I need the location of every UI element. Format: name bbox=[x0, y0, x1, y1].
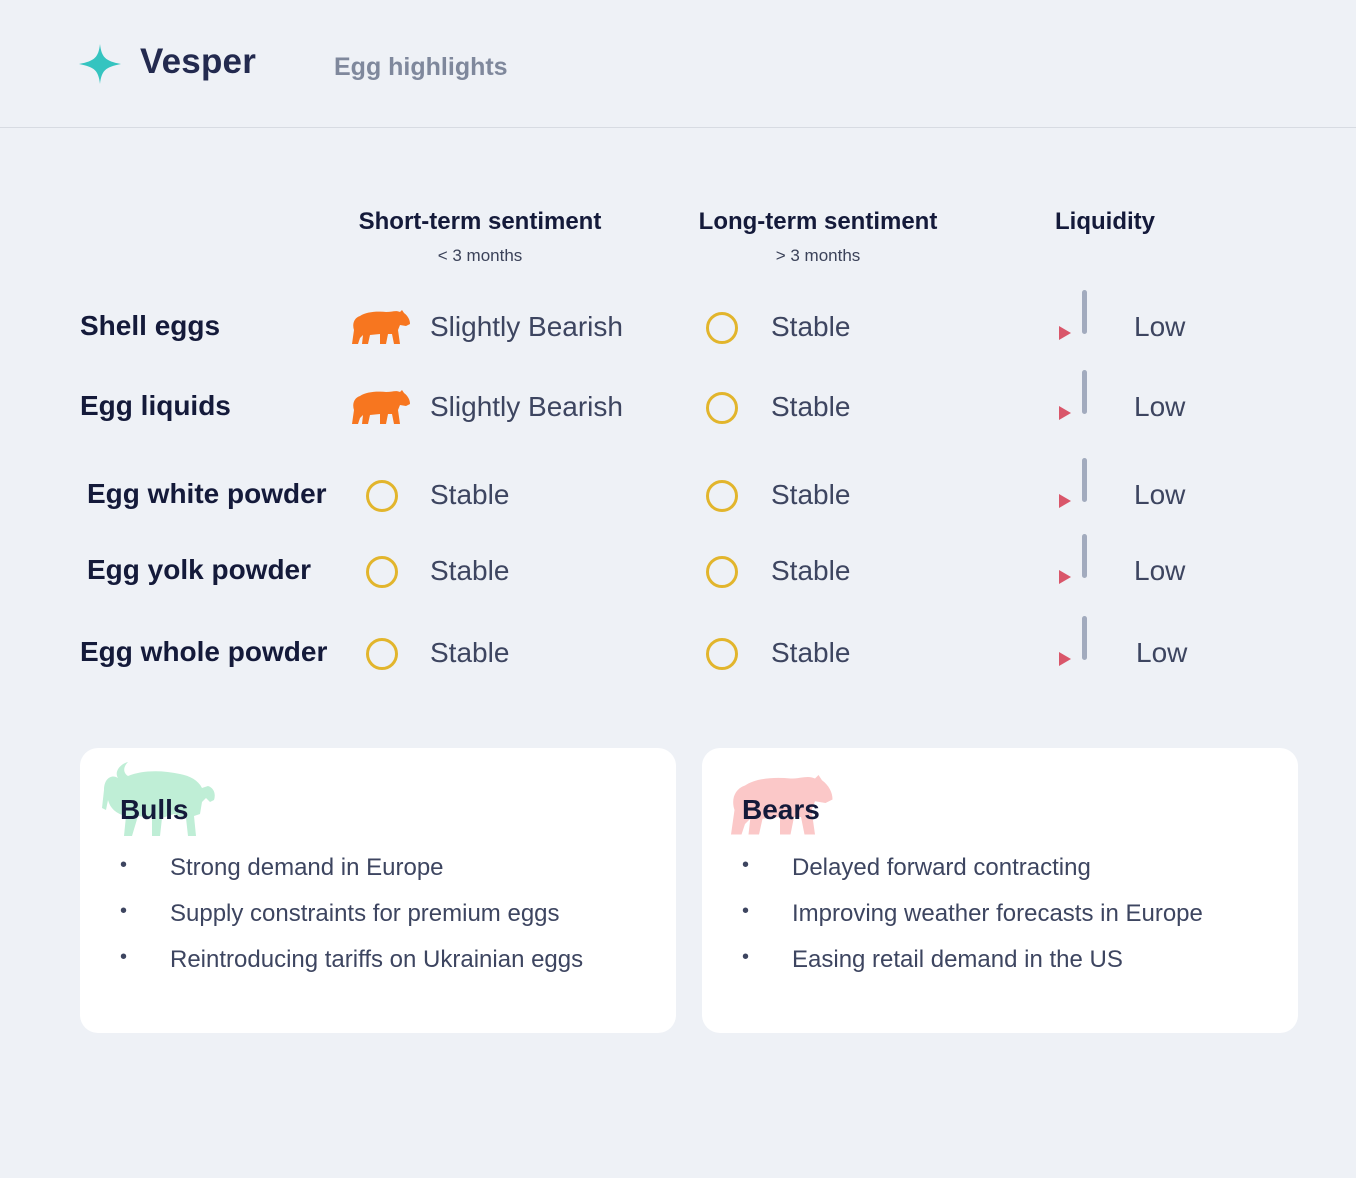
sparkle-star-icon bbox=[79, 44, 121, 84]
column-subtitle: < 3 months bbox=[437, 246, 523, 265]
bear-icon bbox=[731, 775, 833, 835]
list-item: • Delayed forward contracting bbox=[742, 854, 1091, 881]
circle-icon bbox=[706, 638, 738, 670]
long-term-value: Stable bbox=[771, 391, 851, 422]
bear-icon bbox=[348, 388, 412, 429]
list-item-text: Improving weather forecasts in Europe bbox=[792, 900, 1203, 927]
long-term-value: Stable bbox=[771, 311, 851, 342]
bulls-title: Bulls bbox=[120, 794, 189, 825]
row-label: Egg white powder bbox=[87, 478, 327, 509]
low-liquidity-icon bbox=[1056, 290, 1092, 357]
column-title: Liquidity bbox=[1055, 208, 1155, 235]
short-term-value: Stable bbox=[430, 637, 510, 668]
bulls-list: • Strong demand in Europe • Supply constra… bbox=[120, 854, 660, 992]
table-row: Egg yolk powder Stable Stable Low bbox=[0, 534, 1356, 596]
list-item-text: Supply constraints for premium eggs bbox=[170, 900, 560, 927]
bear-icon bbox=[348, 308, 412, 349]
column-header-long-term: Long-term sentiment > 3 months bbox=[680, 208, 956, 266]
column-header-short-term: Short-term sentiment < 3 months bbox=[340, 208, 620, 266]
liquidity-value: Low bbox=[1134, 479, 1186, 510]
column-subtitle: > 3 months bbox=[775, 246, 861, 265]
liquidity-value: Low bbox=[1134, 555, 1186, 586]
low-liquidity-icon bbox=[1056, 458, 1092, 525]
circle-icon bbox=[706, 392, 738, 424]
short-term-value: Stable bbox=[430, 479, 510, 510]
row-label: Egg whole powder bbox=[80, 636, 328, 667]
circle-icon bbox=[366, 480, 398, 512]
table-row: Egg whole powder Stable Stable Low bbox=[0, 616, 1356, 678]
brand-name[interactable]: Vesper bbox=[140, 42, 257, 81]
list-item: • Reintroducing tariffs on Ukrainian eggs bbox=[120, 946, 584, 973]
row-label: Egg yolk powder bbox=[87, 554, 312, 585]
circle-icon bbox=[706, 480, 738, 512]
bears-list: • Delayed forward contracting • Improving … bbox=[742, 854, 1282, 992]
circle-icon bbox=[366, 556, 398, 588]
low-liquidity-icon bbox=[1056, 370, 1092, 437]
long-term-value: Stable bbox=[771, 479, 851, 510]
list-item-text: Strong demand in Europe bbox=[170, 854, 444, 881]
list-item-text: Delayed forward contracting bbox=[792, 854, 1091, 881]
row-label: Shell eggs bbox=[80, 310, 221, 341]
table-row: Egg white powder Stable Stable Low bbox=[0, 458, 1356, 520]
table-row: Shell eggs Slightly Bearish Stable Low bbox=[0, 290, 1356, 352]
liquidity-value: Low bbox=[1136, 637, 1188, 668]
circle-icon bbox=[706, 312, 738, 344]
liquidity-value: Low bbox=[1134, 311, 1186, 342]
list-item: • Easing retail demand in the US bbox=[742, 946, 1123, 973]
list-item-text: Easing retail demand in the US bbox=[792, 946, 1123, 973]
page-subtitle: Egg highlights bbox=[334, 53, 508, 81]
bulls-card: Bulls • Strong demand in Europe • Supply c… bbox=[80, 748, 676, 1033]
long-term-value: Stable bbox=[771, 555, 851, 586]
list-item: • Supply constraints for premium eggs bbox=[120, 900, 560, 927]
low-liquidity-icon bbox=[1056, 616, 1092, 683]
short-term-value: Slightly Bearish bbox=[430, 391, 623, 422]
row-label: Egg liquids bbox=[80, 390, 231, 421]
liquidity-value: Low bbox=[1134, 391, 1186, 422]
column-title: Short-term sentiment bbox=[358, 208, 602, 235]
app-header: Vesper Egg highlights bbox=[0, 0, 1356, 128]
circle-icon bbox=[366, 638, 398, 670]
circle-icon bbox=[706, 556, 738, 588]
list-item: • Improving weather forecasts in Europe bbox=[742, 900, 1203, 927]
long-term-value: Stable bbox=[771, 637, 851, 668]
short-term-value: Stable bbox=[430, 555, 510, 586]
table-row: Egg liquids Slightly Bearish Stable Low bbox=[0, 370, 1356, 432]
column-header-liquidity: Liquidity bbox=[1046, 208, 1164, 236]
short-term-value: Slightly Bearish bbox=[430, 311, 623, 342]
bull-icon bbox=[102, 762, 215, 836]
column-title: Long-term sentiment bbox=[698, 208, 938, 235]
low-liquidity-icon bbox=[1056, 534, 1092, 601]
list-item-text: Reintroducing tariffs on Ukrainian eggs bbox=[170, 946, 584, 973]
bears-title: Bears bbox=[742, 794, 820, 825]
bears-card: Bears • Delayed forward contracting • Impr… bbox=[702, 748, 1298, 1033]
list-item: • Strong demand in Europe bbox=[120, 854, 444, 881]
